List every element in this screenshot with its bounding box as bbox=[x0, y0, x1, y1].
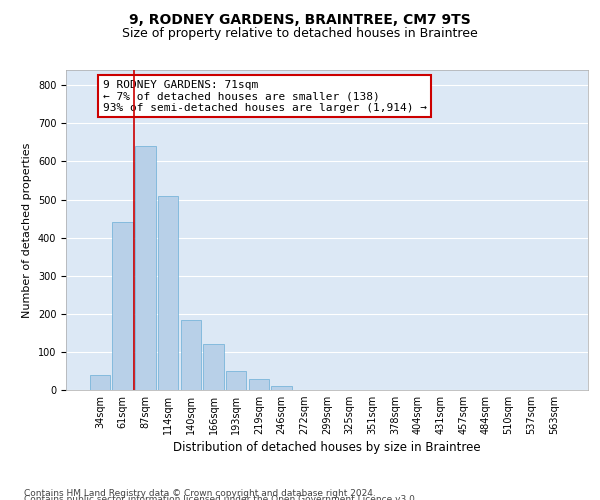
Text: Contains HM Land Registry data © Crown copyright and database right 2024.: Contains HM Land Registry data © Crown c… bbox=[24, 488, 376, 498]
Bar bbox=[248, 378, 269, 390]
Bar bbox=[271, 386, 292, 390]
Text: Contains public sector information licensed under the Open Government Licence v3: Contains public sector information licen… bbox=[24, 495, 418, 500]
Bar bbox=[203, 344, 224, 390]
Y-axis label: Number of detached properties: Number of detached properties bbox=[22, 142, 32, 318]
Bar bbox=[112, 222, 133, 390]
Text: 9, RODNEY GARDENS, BRAINTREE, CM7 9TS: 9, RODNEY GARDENS, BRAINTREE, CM7 9TS bbox=[129, 12, 471, 26]
Bar bbox=[158, 196, 178, 390]
Bar bbox=[90, 375, 110, 390]
X-axis label: Distribution of detached houses by size in Braintree: Distribution of detached houses by size … bbox=[173, 442, 481, 454]
Text: 9 RODNEY GARDENS: 71sqm
← 7% of detached houses are smaller (138)
93% of semi-de: 9 RODNEY GARDENS: 71sqm ← 7% of detached… bbox=[103, 80, 427, 113]
Bar bbox=[181, 320, 201, 390]
Bar bbox=[226, 371, 247, 390]
Bar bbox=[135, 146, 155, 390]
Text: Size of property relative to detached houses in Braintree: Size of property relative to detached ho… bbox=[122, 28, 478, 40]
